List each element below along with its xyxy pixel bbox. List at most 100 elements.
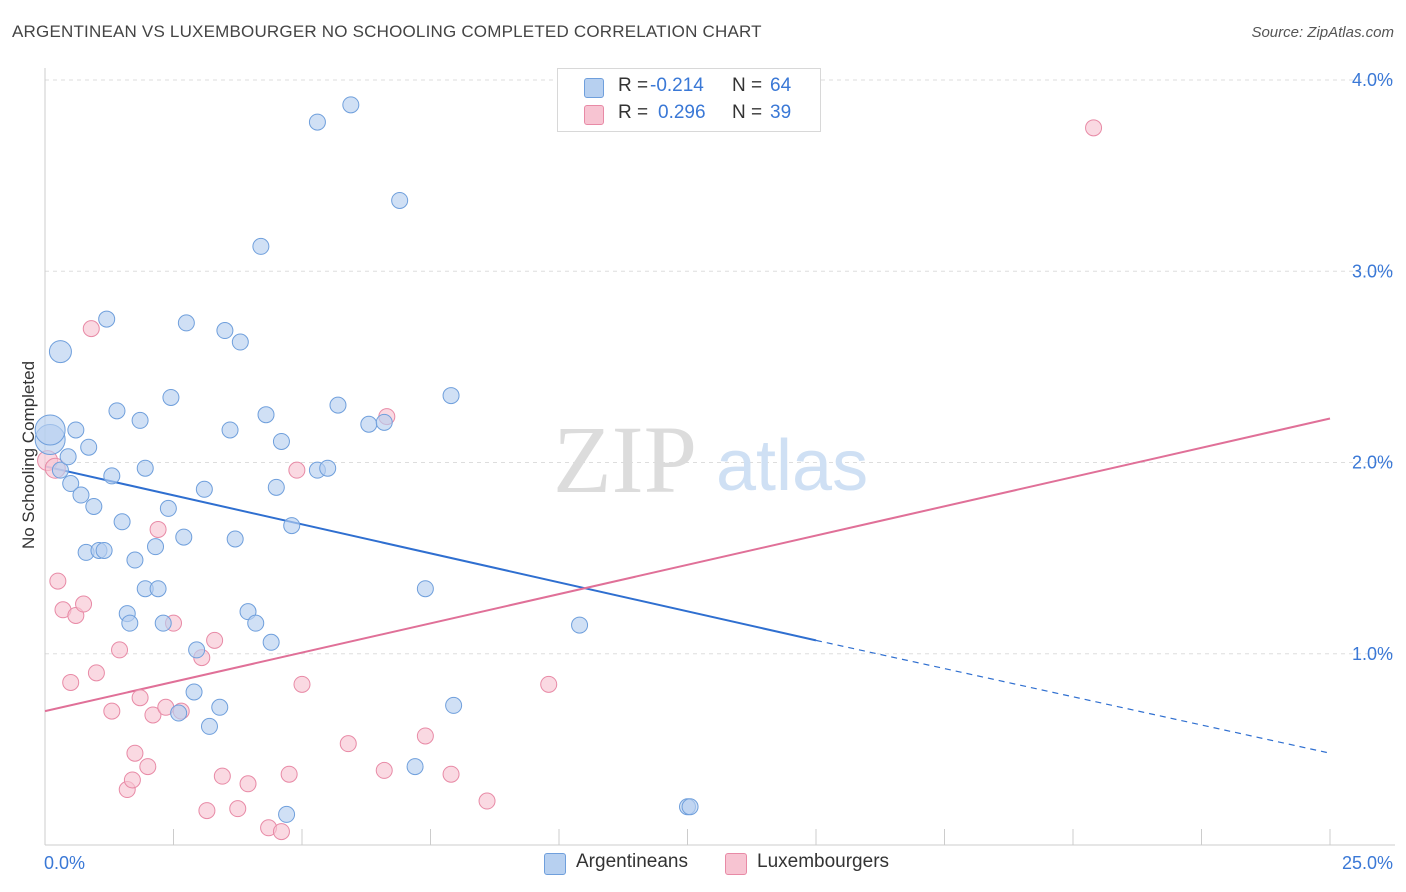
luxembourger-point: [123, 771, 141, 789]
legend-r-value: 0.296: [658, 102, 706, 123]
data-points: [34, 96, 1103, 841]
luxembourger-point: [416, 727, 434, 745]
trend-lines: [44, 417, 1331, 754]
legend-swatch-pink: [584, 105, 604, 125]
argentinean-point: [159, 499, 177, 517]
argentinean-point: [162, 388, 180, 406]
luxembourger-point: [375, 761, 393, 779]
chart-title: ARGENTINEAN VS LUXEMBOURGER NO SCHOOLING…: [12, 22, 762, 41]
argentinean-point: [329, 396, 347, 414]
argentinean-point: [391, 191, 409, 209]
argentinean-point: [681, 798, 699, 816]
grid-lines: [45, 79, 1395, 655]
argentinean-point: [319, 459, 337, 477]
argentinean-point: [121, 614, 139, 632]
luxembourger-point: [82, 320, 100, 338]
y-axis-label: No Schooling Completed: [19, 361, 38, 549]
tick-labels: 1.0% 2.0% 3.0% 4.0% 0.0% 25.0%: [44, 70, 1393, 873]
argentinean-point: [406, 758, 424, 776]
argentinean-point: [72, 486, 90, 504]
argentinean-point: [177, 314, 195, 332]
legend-r-label: R =: [618, 102, 649, 123]
argentinean-point: [342, 96, 360, 114]
argentinean-point: [267, 478, 285, 496]
luxembourger-point: [339, 735, 357, 753]
argentinean-point: [216, 322, 234, 340]
argentinean-point: [257, 406, 275, 424]
argentinean-point: [442, 387, 460, 405]
x-tick-label: 0.0%: [44, 853, 85, 873]
argentinean-point: [108, 402, 126, 420]
argentinean-point: [416, 580, 434, 598]
argentinean-point: [308, 113, 326, 131]
argentinean-point: [278, 805, 296, 823]
argentinean-point: [226, 530, 244, 548]
argentinean-point: [221, 421, 239, 439]
luxembourger-trend-line: [44, 417, 1331, 713]
argentinean-point: [188, 641, 206, 659]
argentinean-point: [48, 340, 72, 364]
argentinean-point: [170, 704, 188, 722]
legend-n-label: N =: [732, 75, 763, 96]
argentinean-point: [445, 696, 463, 714]
luxembourger-point: [198, 802, 216, 820]
argentinean-point: [571, 616, 589, 634]
argentinean-point: [185, 683, 203, 701]
argentinean-point: [136, 459, 154, 477]
luxembourger-point: [1085, 119, 1103, 137]
luxembourger-point: [49, 572, 67, 590]
argentinean-point: [85, 497, 103, 515]
luxembourger-point: [75, 595, 93, 613]
argentinean-point: [131, 411, 149, 429]
luxembourger-point: [62, 673, 80, 691]
luxembourger-point: [239, 775, 257, 793]
argentinean-trend-extension: [815, 639, 1331, 754]
argentinean-point: [147, 538, 165, 556]
legend-n-value: 64: [770, 75, 792, 96]
argentinean-point: [126, 551, 144, 569]
argentinean-point: [67, 421, 85, 439]
luxembourger-point: [288, 461, 306, 479]
argentinean-point: [211, 698, 229, 716]
argentinean-point: [231, 333, 249, 351]
argentinean-point: [175, 528, 193, 546]
luxembourger-point: [229, 800, 247, 818]
legend-n-label: N =: [732, 102, 763, 123]
legend-swatch-blue: [584, 78, 604, 98]
argentinean-point: [95, 541, 113, 559]
legend-swatch-pink: [725, 853, 747, 875]
luxembourger-point: [272, 823, 290, 841]
argentinean-point: [80, 438, 98, 456]
y-tick-label: 4.0%: [1352, 70, 1393, 90]
luxembourger-point: [442, 765, 460, 783]
luxembourger-point: [87, 664, 105, 682]
luxembourger-point: [478, 792, 496, 810]
argentinean-point: [34, 414, 66, 446]
argentinean-point: [283, 517, 301, 535]
argentinean-point: [262, 633, 280, 651]
y-tick-label: 1.0%: [1352, 644, 1393, 664]
legend-r-label: R =: [618, 75, 649, 96]
luxembourger-point: [540, 675, 558, 693]
luxembourger-point: [126, 744, 144, 762]
watermark-zip: ZIP: [553, 406, 697, 513]
legend-swatch-blue: [544, 853, 566, 875]
argentinean-point: [59, 448, 77, 466]
luxembourger-point: [206, 631, 224, 649]
luxembourger-point: [131, 689, 149, 707]
luxembourger-point: [111, 641, 129, 659]
luxembourger-point: [139, 758, 157, 776]
y-tick-label: 2.0%: [1352, 453, 1393, 473]
argentinean-point: [247, 614, 265, 632]
x-tick-label: 25.0%: [1342, 853, 1393, 873]
luxembourger-point: [103, 702, 121, 720]
legend-label: Argentineans: [576, 851, 688, 872]
legend-r-value: -0.214: [650, 75, 704, 96]
argentinean-point: [200, 717, 218, 735]
correlation-legend: R = -0.214 N = 64 R = 0.296 N = 39: [557, 68, 821, 132]
argentinean-point: [360, 415, 378, 433]
argentinean-point: [62, 475, 80, 493]
argentinean-point: [113, 513, 131, 531]
luxembourger-point: [280, 765, 298, 783]
